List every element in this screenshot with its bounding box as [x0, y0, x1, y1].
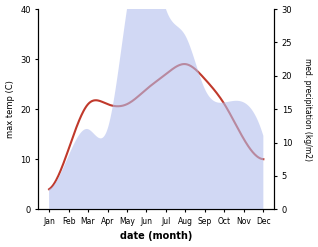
- Y-axis label: med. precipitation (kg/m2): med. precipitation (kg/m2): [303, 58, 313, 161]
- X-axis label: date (month): date (month): [120, 231, 192, 242]
- Y-axis label: max temp (C): max temp (C): [5, 80, 15, 138]
